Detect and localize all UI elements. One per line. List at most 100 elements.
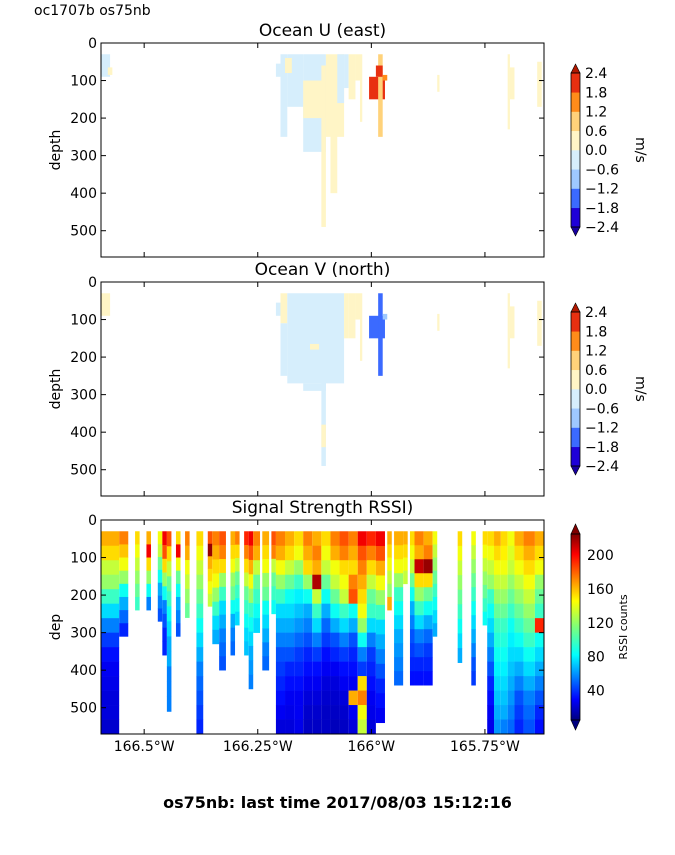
colorbar-tick-label: 1.8 (585, 85, 607, 101)
rssi-cell (394, 559, 404, 574)
rssi-cell (375, 619, 385, 635)
rssi-cell (375, 604, 385, 620)
rssi-cell (101, 589, 120, 604)
rssi-cell (523, 676, 535, 691)
rssi-cell (523, 560, 535, 576)
panel-3: Signal Strength RSSI) 0 100 200 300 400 500 dep… (48, 498, 630, 755)
rssi-cell (162, 531, 167, 546)
rssi-cell (312, 690, 322, 706)
rssi-cell (487, 560, 495, 576)
rssi-cell (534, 603, 544, 619)
rssi-cell (294, 632, 304, 648)
rssi-cell (457, 575, 463, 590)
rssi-cell (157, 595, 163, 609)
rssi-cell (294, 589, 304, 604)
rssi-cell (275, 531, 286, 547)
rssi-cell (330, 705, 340, 720)
rssi-cell (348, 560, 358, 576)
rssi-cell (235, 571, 240, 586)
rssi-cell (409, 671, 415, 686)
rssi-cell (303, 603, 313, 619)
rssi-cell (366, 705, 376, 720)
panel-title: Ocean V (north) (255, 260, 391, 280)
rssi-cell (366, 531, 376, 547)
rssi-cell (219, 642, 226, 657)
data-cell (280, 293, 288, 324)
data-cell (355, 293, 360, 320)
rssi-cell (409, 615, 415, 630)
colorbar-band (571, 169, 580, 189)
rssi-cell (101, 545, 120, 561)
rssi-cell (375, 649, 385, 665)
rssi-cell (321, 705, 331, 720)
colorbar-band (571, 427, 580, 448)
rssi-cell (403, 557, 408, 571)
rssi-cell (119, 570, 129, 585)
colorbar-frame (570, 72, 581, 228)
rssi-cell (387, 583, 392, 598)
data-cell (285, 58, 292, 74)
rssi-cell (185, 603, 190, 618)
data-cell (321, 424, 326, 448)
rssi-cell (219, 531, 226, 546)
rssi-cell (494, 632, 501, 648)
rssi-cell (219, 559, 226, 574)
rssi-cell (387, 544, 392, 558)
colorbar-band (571, 92, 580, 112)
colorbar: 2.4 1.8 1.2 0.6 0.0 −0.6 −1.2 −1.8 −2.4 m/s (570, 63, 648, 237)
rssi-cell (375, 708, 385, 724)
rssi-cell (500, 647, 508, 662)
rssi-cell (101, 690, 120, 706)
rssi-cell (275, 661, 286, 677)
rssi-cell (523, 589, 535, 604)
rssi-cell (235, 558, 240, 572)
rssi-cell (471, 601, 476, 616)
rssi-cell (275, 632, 286, 648)
rssi-cell (294, 545, 304, 561)
data-cell (287, 293, 345, 384)
y-tick-label: 100 (70, 551, 97, 567)
rssi-cell (271, 586, 276, 601)
rssi-cell (482, 611, 488, 626)
rssi-cell (330, 545, 340, 561)
colorbar-label: m/s (632, 376, 648, 402)
rssi-cell (157, 557, 163, 571)
rssi-cell (196, 603, 204, 619)
colorbar-band (571, 389, 580, 409)
rssi-cell (507, 676, 515, 691)
rssi-cell (494, 589, 501, 604)
rssi-cell (166, 666, 172, 682)
rssi-cell (330, 632, 340, 648)
rssi-cell (394, 615, 404, 630)
rssi-cell (162, 545, 167, 560)
rssi-cell (321, 574, 331, 590)
rssi-cell (487, 705, 495, 720)
rssi-cell (312, 719, 322, 735)
rssi-cell (275, 574, 286, 590)
rssi-cell (348, 705, 358, 720)
colorbar-extend-min (570, 226, 581, 237)
colorbar-tick-label: 0.6 (585, 124, 607, 140)
colorbar-band (571, 150, 580, 170)
rssi-cell (219, 628, 226, 643)
data-cell (275, 63, 281, 77)
rssi-cell (339, 531, 349, 547)
rssi-cell (285, 589, 295, 604)
rssi-cell (294, 647, 304, 662)
y-axis-label: dep (48, 614, 64, 641)
rssi-cell (394, 629, 404, 644)
rssi-cell (207, 531, 213, 545)
rssi-cell (366, 647, 376, 662)
y-tick-label: 300 (70, 626, 97, 642)
rssi-cell (534, 705, 544, 720)
rssi-cell (196, 690, 204, 706)
rssi-cell (219, 614, 226, 629)
rssi-cell (457, 604, 463, 620)
rssi-cell (432, 531, 438, 545)
rssi-cell (185, 545, 190, 561)
rssi-cell (366, 690, 376, 706)
rssi-cell (248, 674, 254, 690)
rssi-cell (196, 560, 204, 576)
colorbar-tick-label: 2.4 (585, 305, 607, 321)
rssi-cell (494, 545, 501, 561)
